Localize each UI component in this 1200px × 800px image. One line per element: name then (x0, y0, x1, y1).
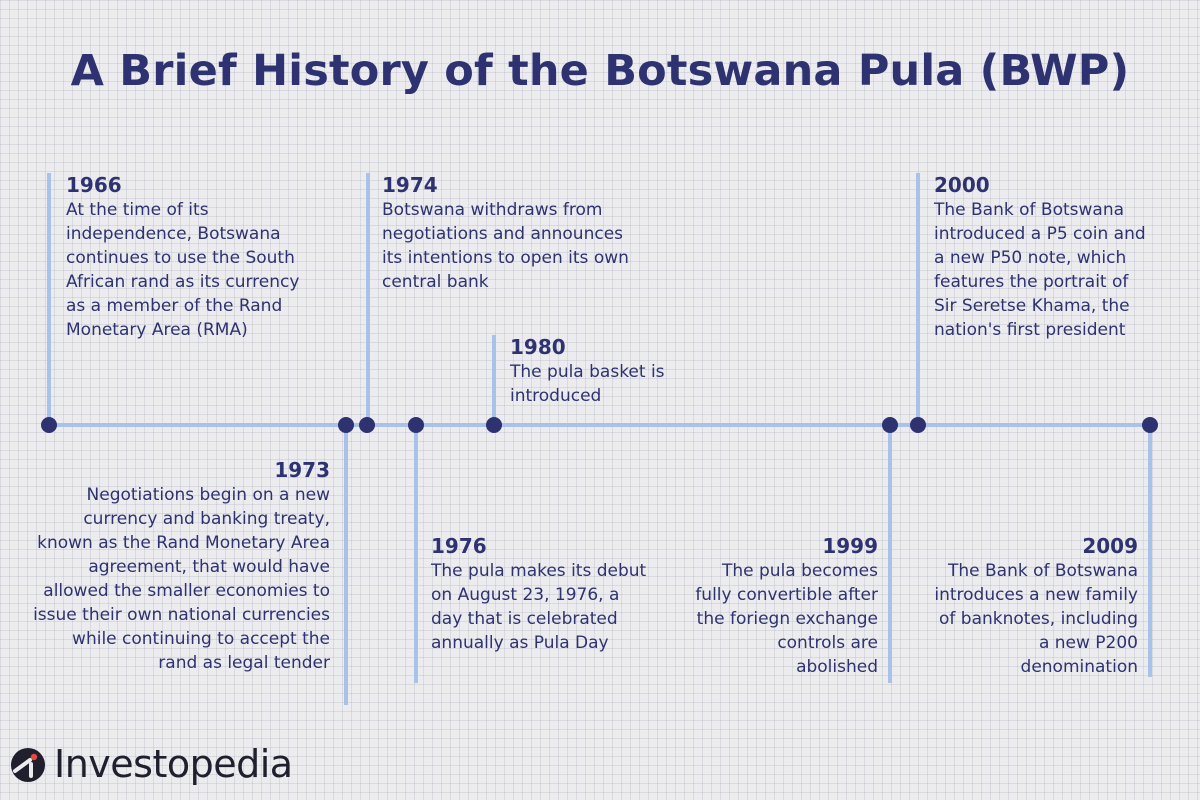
event-1976: 1976 The pula makes its debut on August … (431, 533, 651, 655)
event-description: The Bank of Botswana introduces a new fa… (934, 561, 1138, 677)
dot-1974 (359, 417, 375, 433)
connector-2000 (916, 173, 920, 425)
dot-end (1142, 417, 1158, 433)
event-1974: 1974 Botswana withdraws from negotiation… (382, 172, 644, 294)
connector-2009 (1148, 425, 1152, 677)
event-description: The pula basket is introduced (510, 362, 665, 406)
event-1966: 1966 At the time of its independence, Bo… (66, 172, 306, 342)
event-1973: 1973 Negotiations begin on a new currenc… (30, 457, 330, 675)
event-1999: 1999 The pula becomes fully convertible … (690, 533, 878, 679)
event-description: The pula becomes fully convertible after… (695, 561, 878, 677)
dot-2000 (910, 417, 926, 433)
investopedia-logo-icon (11, 748, 45, 782)
event-description: Negotiations begin on a new currency and… (33, 485, 330, 673)
event-year: 1974 (382, 173, 438, 197)
dot-1980 (486, 417, 502, 433)
dot-1973 (338, 417, 354, 433)
dot-1999 (882, 417, 898, 433)
event-year: 1980 (510, 335, 566, 359)
page-title: A Brief History of the Botswana Pula (BW… (70, 46, 1130, 96)
event-description: At the time of its independence, Botswan… (66, 200, 300, 340)
connector-1966 (47, 173, 51, 425)
event-description: The Bank of Botswana introduced a P5 coi… (934, 200, 1146, 340)
connector-1999 (888, 425, 892, 683)
connector-1974 (366, 173, 370, 425)
timeline-axis (49, 423, 1151, 427)
event-year: 2000 (934, 173, 990, 197)
event-year: 1973 (274, 458, 330, 482)
event-year: 1999 (822, 534, 878, 558)
connector-1980 (492, 335, 496, 425)
event-2000: 2000 The Bank of Botswana introduced a P… (934, 172, 1146, 342)
dot-1976 (408, 417, 424, 433)
event-year: 2009 (1082, 534, 1138, 558)
event-description: Botswana withdraws from negotiations and… (382, 200, 629, 292)
dot-start (41, 417, 57, 433)
logo-wordmark: Investopedia (54, 742, 293, 786)
event-2009: 2009 The Bank of Botswana introduces a n… (926, 533, 1138, 679)
event-year: 1976 (431, 534, 487, 558)
event-description: The pula makes its debut on August 23, 1… (431, 561, 647, 653)
event-1980: 1980 The pula basket is introduced (510, 334, 690, 408)
connector-1976 (414, 425, 418, 683)
connector-1973 (344, 425, 348, 705)
event-year: 1966 (66, 173, 122, 197)
